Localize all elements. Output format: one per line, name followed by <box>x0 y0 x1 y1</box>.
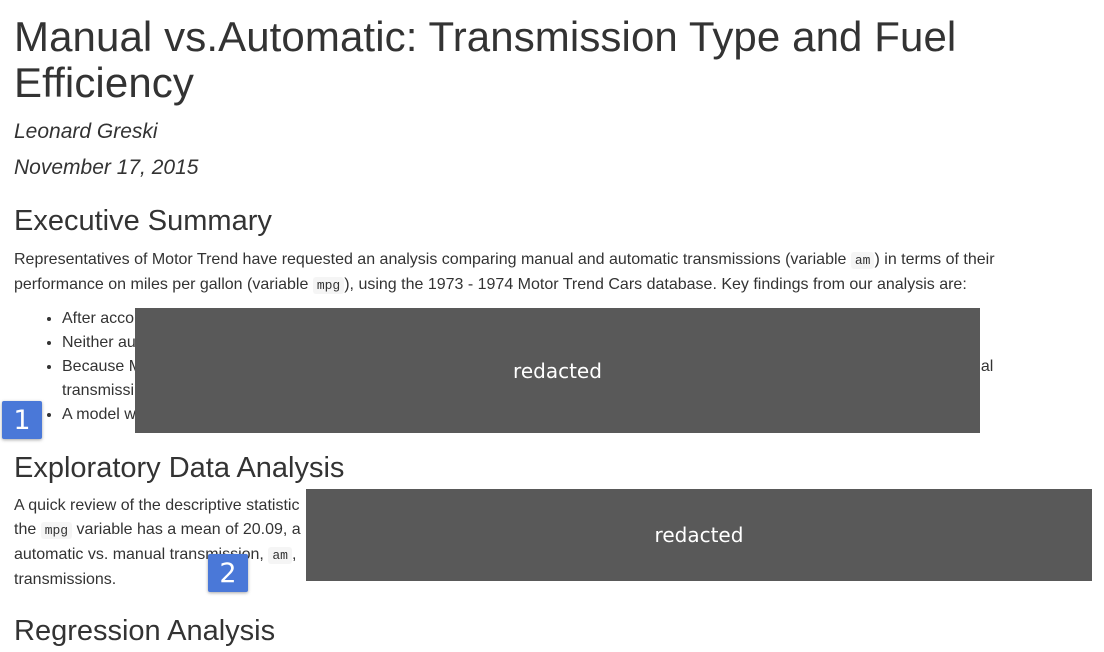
code-mpg: mpg <box>40 522 73 539</box>
finding-item: A model w <box>62 403 1062 427</box>
key-findings-list: After acco Neither au Because Mualtransm… <box>14 307 1062 427</box>
finding-text: Because M <box>62 358 143 375</box>
eda-line-3-pre: automatic vs. manual transmission, <box>14 546 269 563</box>
document-title: Manual vs.Automatic: Transmission Type a… <box>14 13 957 106</box>
section-heading-executive-summary: Executive Summary <box>14 205 272 237</box>
section-heading-regression-analysis: Regression Analysis <box>14 615 276 647</box>
eda-line-4: transmissions. <box>14 571 117 588</box>
code-mpg: mpg <box>312 277 345 294</box>
code-am: am <box>268 547 292 564</box>
marker-badge[interactable]: 2 <box>208 554 248 592</box>
code-am: am <box>850 252 875 269</box>
section-heading-exploratory-data-analysis: Exploratory Data Analysis <box>14 452 345 484</box>
finding-item: Neither au <box>62 331 1062 355</box>
finding-second-line: transmissi <box>62 382 135 399</box>
finding-text: A model w <box>62 406 136 423</box>
finding-text: Neither au <box>62 334 136 351</box>
finding-item: After acco <box>62 307 1062 331</box>
redaction-box: redacted <box>306 489 1092 581</box>
executive-summary-paragraph: Representatives of Motor Trend have requ… <box>14 248 1074 298</box>
exec-text-3: ), using the 1973 - 1974 Motor Trend Car… <box>344 276 967 293</box>
exec-text-2: ) in terms of their performance on miles… <box>14 251 995 293</box>
eda-line-2-post: variable has a mean of 20.09, a <box>72 521 301 538</box>
eda-line-3-post: , <box>291 546 297 563</box>
document-author: Leonard Greski <box>14 120 158 143</box>
marker-badge[interactable]: 1 <box>2 401 42 439</box>
eda-paragraph: A quick review of the descriptive statis… <box>14 494 1074 592</box>
eda-line-2-pre: the <box>14 521 41 538</box>
exec-text-1: Representatives of Motor Trend have requ… <box>14 251 851 268</box>
finding-text: After acco <box>62 310 135 327</box>
redaction-box: redacted <box>135 308 980 433</box>
document-date: November 17, 2015 <box>14 156 199 179</box>
eda-line-1: A quick review of the descriptive statis… <box>14 497 300 514</box>
